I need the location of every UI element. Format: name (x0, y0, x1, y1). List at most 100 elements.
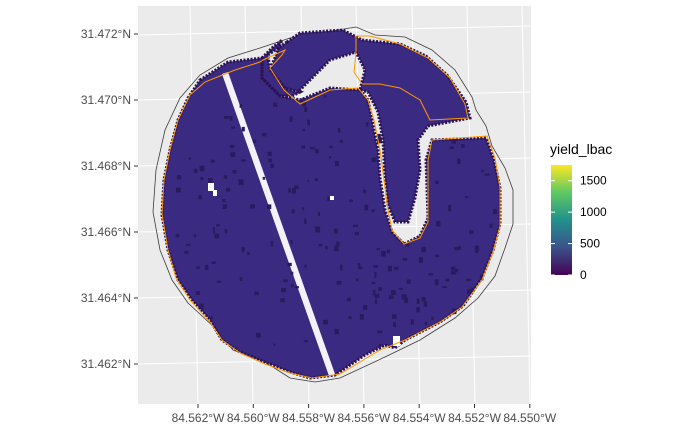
low-yield-cell (393, 322, 396, 327)
low-yield-cell (416, 306, 420, 313)
low-yield-cell (199, 165, 205, 172)
x-tick-label: 84.558°W (282, 411, 336, 425)
low-yield-cell (470, 287, 475, 293)
low-yield-cell (328, 156, 332, 159)
low-yield-cell (431, 316, 434, 321)
colorbar-label: 1000 (580, 205, 607, 219)
x-tick-label: 84.556°W (337, 411, 391, 425)
low-yield-cell (421, 297, 426, 302)
low-yield-cell (291, 187, 296, 194)
low-yield-cell (466, 278, 472, 281)
low-yield-cell (377, 330, 383, 334)
low-yield-cell (214, 233, 220, 239)
low-yield-cell (347, 297, 351, 302)
low-yield-cell (372, 157, 377, 162)
y-tick-label: 31.464°N (81, 291, 131, 305)
low-yield-cell (423, 301, 428, 307)
low-yield-cell (449, 146, 454, 149)
low-yield-cell (334, 228, 338, 234)
low-yield-cell (241, 246, 245, 251)
low-yield-cell (239, 103, 243, 108)
low-yield-cell (458, 245, 461, 250)
low-yield-cell (376, 248, 380, 251)
low-yield-cell (287, 262, 292, 267)
low-yield-cell (354, 231, 359, 236)
low-yield-cell (434, 254, 440, 258)
low-yield-cell (212, 227, 215, 233)
low-yield-cell (371, 281, 376, 285)
low-yield-cell (358, 266, 363, 270)
low-yield-cell (348, 316, 352, 319)
no-data-hole (330, 196, 334, 200)
low-yield-cell (253, 139, 257, 143)
low-yield-cell (469, 230, 474, 234)
low-yield-cell (357, 263, 361, 266)
low-yield-cell (374, 299, 377, 305)
low-yield-cell (184, 250, 189, 254)
low-yield-cell (273, 102, 278, 107)
low-yield-cell (302, 207, 305, 211)
low-yield-cell (435, 180, 439, 184)
colorbar (551, 165, 572, 275)
low-yield-cell (315, 226, 321, 233)
low-yield-cell (247, 251, 250, 255)
x-tick-label: 84.552°W (448, 411, 502, 425)
low-yield-cell (304, 218, 307, 224)
low-yield-cell (389, 295, 394, 299)
low-yield-cell (484, 173, 490, 176)
low-yield-cell (176, 187, 181, 193)
low-yield-cell (363, 304, 368, 310)
low-yield-cell (231, 126, 235, 129)
low-yield-cell (336, 281, 342, 285)
low-yield-cell (454, 268, 459, 273)
low-yield-cell (451, 139, 456, 144)
low-yield-cell (290, 239, 293, 245)
low-yield-cell (281, 288, 286, 293)
low-yield-cell (406, 279, 411, 284)
low-yield-cell (371, 209, 375, 213)
low-yield-cell (378, 287, 382, 291)
low-yield-cell (210, 159, 215, 163)
low-yield-cell (256, 333, 261, 338)
low-yield-cell (465, 196, 469, 199)
low-yield-cell (230, 152, 236, 158)
low-yield-cell (401, 294, 407, 300)
low-yield-cell (304, 107, 308, 112)
low-yield-cell (421, 246, 426, 253)
low-yield-cell (314, 178, 318, 182)
x-tick-label: 84.554°W (393, 411, 447, 425)
low-yield-cell (283, 279, 288, 282)
y-axis: 31.472°N 31.470°N 31.468°N 31.466°N 31.464°N… (81, 27, 138, 371)
low-yield-cell (239, 277, 243, 281)
low-yield-cell (374, 293, 380, 299)
low-yield-cell (489, 223, 493, 228)
harvest-gap-stripe (222, 72, 335, 376)
low-yield-cell (267, 204, 272, 210)
low-yield-cell (317, 211, 320, 217)
low-yield-cell (392, 314, 397, 319)
low-yield-cell (386, 249, 390, 254)
low-yield-cell (199, 303, 204, 310)
low-yield-cell (457, 158, 461, 165)
low-yield-cell (204, 264, 209, 271)
low-yield-cell (428, 273, 433, 276)
low-yield-cell (349, 199, 353, 202)
low-yield-cell (188, 157, 192, 160)
low-yield-cell (406, 242, 410, 247)
y-tick-label: 31.466°N (81, 225, 131, 239)
graticule-lon-84.550 (521, 5, 531, 405)
low-yield-cell (359, 314, 364, 320)
low-yield-cell (224, 116, 230, 119)
low-yield-cell (238, 179, 244, 186)
low-yield-cell (176, 175, 182, 180)
low-yield-cell (410, 319, 414, 325)
low-yield-cell (399, 287, 403, 290)
low-yield-cell (334, 161, 339, 167)
low-yield-cell (387, 265, 392, 272)
low-yield-cell (340, 264, 343, 271)
legend-title: yield_lbac (550, 141, 612, 157)
low-yield-cell (475, 248, 479, 253)
colorbar-label: 1500 (580, 174, 607, 188)
low-yield-cell (222, 204, 227, 209)
low-yield-cell (368, 350, 372, 353)
